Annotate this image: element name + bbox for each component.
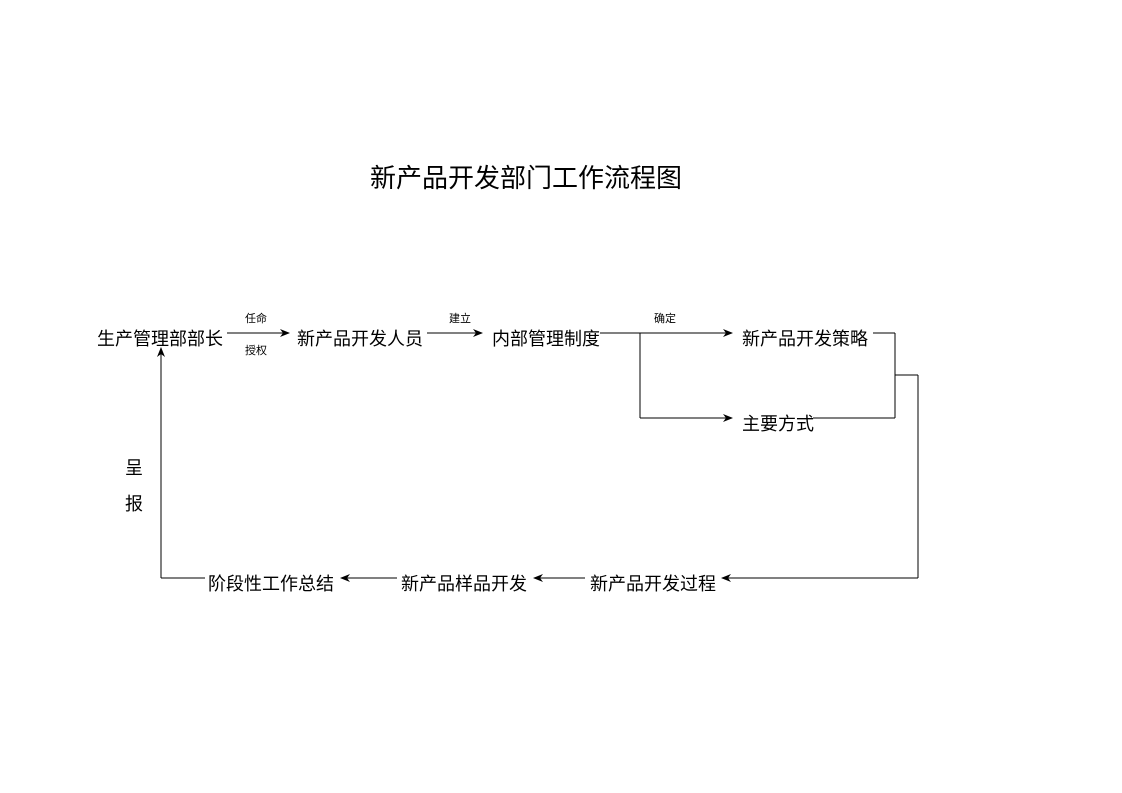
flowchart-canvas: 新产品开发部门工作流程图 生产管理部部长 新产品开发人员 内部管理制度 新产品开… bbox=[0, 0, 1122, 793]
edges-layer bbox=[0, 0, 1122, 793]
